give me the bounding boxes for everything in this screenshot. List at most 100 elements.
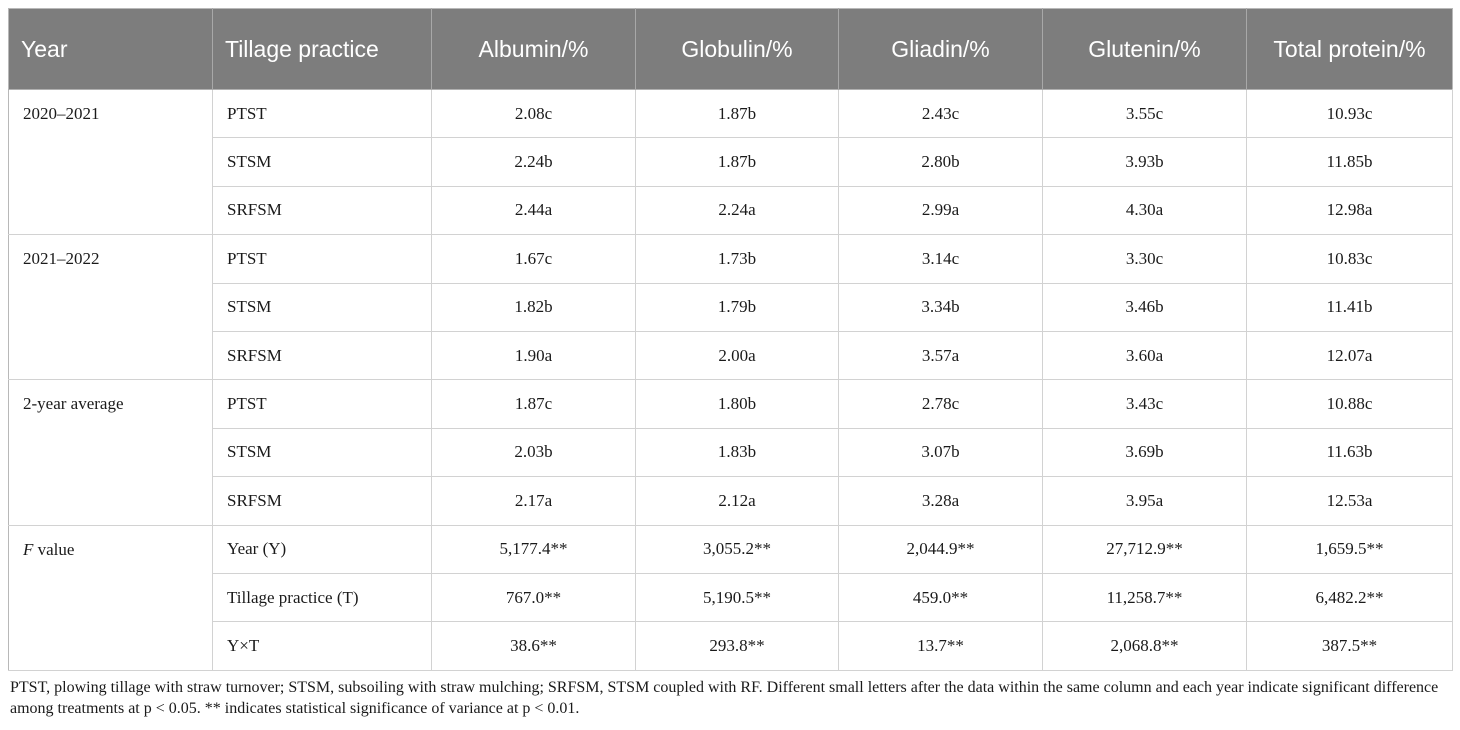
glutenin-cell: 27,712.9**	[1042, 524, 1247, 574]
gliadin-cell: 459.0**	[838, 573, 1043, 623]
practice-cell: Tillage practice (T)	[212, 573, 432, 623]
globulin-cell: 2.12a	[635, 476, 839, 526]
globulin-cell: 2.00a	[635, 331, 839, 381]
total-protein-cell: 387.5**	[1246, 621, 1453, 671]
total-protein-cell: 1,659.5**	[1246, 524, 1453, 574]
gliadin-cell: 3.14c	[838, 234, 1043, 284]
practice-cell: STSM	[212, 283, 432, 332]
practice-cell: SRFSM	[212, 186, 432, 236]
table-row: STSM 1.82b 1.79b 3.34b 3.46b 11.41b	[9, 283, 1453, 332]
practice-cell: PTST	[212, 379, 432, 429]
albumin-cell: 2.08c	[431, 88, 636, 139]
practice-cell: SRFSM	[212, 331, 432, 381]
glutenin-cell: 4.30a	[1042, 186, 1247, 236]
glutenin-cell: 3.30c	[1042, 234, 1247, 284]
albumin-cell: 1.87c	[431, 379, 636, 429]
globulin-cell: 1.87b	[635, 137, 839, 187]
practice-cell: PTST	[212, 234, 432, 284]
table-row: STSM 2.03b 1.83b 3.07b 3.69b 11.63b	[9, 428, 1453, 478]
globulin-cell: 3,055.2**	[635, 524, 839, 574]
header-tillage-practice: Tillage practice	[212, 8, 432, 90]
total-protein-cell: 11.63b	[1246, 428, 1453, 478]
practice-cell: SRFSM	[212, 476, 432, 526]
gliadin-cell: 2.80b	[838, 137, 1043, 187]
total-protein-cell: 12.07a	[1246, 331, 1453, 381]
gliadin-cell: 2,044.9**	[838, 524, 1043, 574]
glutenin-cell: 3.60a	[1042, 331, 1247, 381]
total-protein-cell: 12.53a	[1246, 476, 1453, 526]
header-row: Year Tillage practice Albumin/% Globulin…	[8, 8, 1453, 90]
gliadin-cell: 3.28a	[838, 476, 1043, 526]
year-cell: 2-year average	[8, 379, 213, 526]
table-row: SRFSM 1.90a 2.00a 3.57a 3.60a 12.07a	[9, 331, 1453, 381]
albumin-cell: 2.17a	[431, 476, 636, 526]
total-protein-cell: 10.93c	[1246, 88, 1453, 139]
albumin-cell: 5,177.4**	[431, 524, 636, 574]
glutenin-cell: 3.43c	[1042, 379, 1247, 429]
year-cell: 2020–2021	[8, 88, 213, 236]
gliadin-cell: 2.99a	[838, 186, 1043, 236]
albumin-cell: 2.24b	[431, 137, 636, 187]
total-protein-cell: 11.41b	[1246, 283, 1453, 332]
gliadin-cell: 3.57a	[838, 331, 1043, 381]
globulin-cell: 1.83b	[635, 428, 839, 478]
albumin-cell: 1.82b	[431, 283, 636, 332]
albumin-cell: 38.6**	[431, 621, 636, 671]
total-protein-cell: 6,482.2**	[1246, 573, 1453, 623]
albumin-cell: 1.90a	[431, 331, 636, 381]
glutenin-cell: 3.46b	[1042, 283, 1247, 332]
glutenin-cell: 3.95a	[1042, 476, 1247, 526]
gliadin-cell: 3.34b	[838, 283, 1043, 332]
practice-cell: STSM	[212, 428, 432, 478]
gliadin-cell: 2.43c	[838, 88, 1043, 139]
glutenin-cell: 11,258.7**	[1042, 573, 1247, 623]
table-row: F value Year (Y) 5,177.4** 3,055.2** 2,0…	[8, 524, 1453, 671]
total-protein-cell: 10.88c	[1246, 379, 1453, 429]
header-year: Year	[8, 8, 213, 90]
header-albumin: Albumin/%	[431, 8, 636, 90]
header-glutenin: Glutenin/%	[1042, 8, 1247, 90]
table-row: STSM 2.24b 1.87b 2.80b 3.93b 11.85b	[9, 137, 1453, 187]
total-protein-cell: 12.98a	[1246, 186, 1453, 236]
glutenin-cell: 2,068.8**	[1042, 621, 1247, 671]
header-total-protein: Total protein/%	[1246, 8, 1453, 90]
globulin-cell: 1.87b	[635, 88, 839, 139]
header-gliadin: Gliadin/%	[838, 8, 1043, 90]
f-value-label: value	[33, 539, 75, 559]
practice-cell: Y×T	[212, 621, 432, 671]
table-row: Y×T 38.6** 293.8** 13.7** 2,068.8** 387.…	[9, 621, 1453, 671]
table-footnote: PTST, plowing tillage with straw turnove…	[10, 678, 1439, 717]
glutenin-cell: 3.55c	[1042, 88, 1247, 139]
f-value-cell: F value	[8, 524, 213, 671]
albumin-cell: 2.03b	[431, 428, 636, 478]
globulin-cell: 293.8**	[635, 621, 839, 671]
globulin-cell: 1.73b	[635, 234, 839, 284]
gliadin-cell: 3.07b	[838, 428, 1043, 478]
table-row: 2-year average PTST 1.87c 1.80b 2.78c 3.…	[8, 379, 1453, 526]
table-row: 2021–2022 PTST 1.67c 1.73b 3.14c 3.30c 1…	[8, 234, 1453, 381]
globulin-cell: 2.24a	[635, 186, 839, 236]
glutenin-cell: 3.69b	[1042, 428, 1247, 478]
albumin-cell: 1.67c	[431, 234, 636, 284]
globulin-cell: 1.79b	[635, 283, 839, 332]
table-row: SRFSM 2.17a 2.12a 3.28a 3.95a 12.53a	[9, 476, 1453, 526]
globulin-cell: 1.80b	[635, 379, 839, 429]
albumin-cell: 2.44a	[431, 186, 636, 236]
glutenin-cell: 3.93b	[1042, 137, 1247, 187]
practice-cell: PTST	[212, 88, 432, 139]
total-protein-cell: 11.85b	[1246, 137, 1453, 187]
header-globulin: Globulin/%	[635, 8, 839, 90]
table-row: Tillage practice (T) 767.0** 5,190.5** 4…	[9, 573, 1453, 623]
table-row: SRFSM 2.44a 2.24a 2.99a 4.30a 12.98a	[9, 186, 1453, 236]
f-italic: F	[23, 539, 34, 559]
year-cell: 2021–2022	[8, 234, 213, 381]
table-container: Year Tillage practice Albumin/% Globulin…	[8, 8, 1453, 719]
gliadin-cell: 13.7**	[838, 621, 1043, 671]
total-protein-cell: 10.83c	[1246, 234, 1453, 284]
table-row: 2020–2021 PTST 2.08c 1.87b 2.43c 3.55c 1…	[8, 88, 1453, 236]
practice-cell: Year (Y)	[212, 524, 432, 574]
protein-table: Year Tillage practice Albumin/% Globulin…	[8, 8, 1453, 671]
practice-cell: STSM	[212, 137, 432, 187]
gliadin-cell: 2.78c	[838, 379, 1043, 429]
albumin-cell: 767.0**	[431, 573, 636, 623]
